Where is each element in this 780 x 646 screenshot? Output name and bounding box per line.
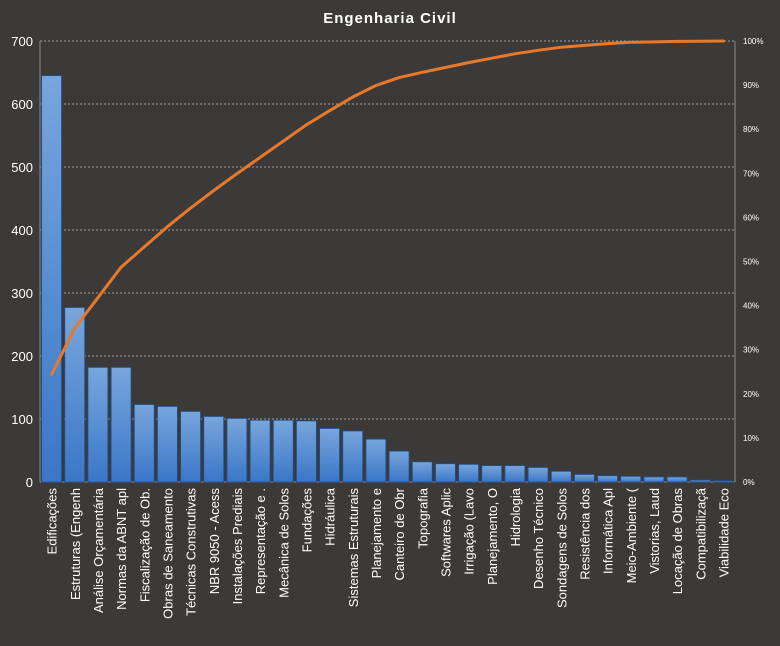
bar — [527, 467, 549, 483]
bar — [550, 470, 572, 483]
x-axis-category-label: Hidrologia — [508, 487, 523, 546]
bar — [458, 463, 479, 483]
x-axis-category-label: Planejamento e — [369, 488, 384, 578]
x-axis-category-label: Meio-Ambiente ( — [624, 487, 639, 583]
bar — [435, 463, 456, 483]
bar — [296, 420, 317, 483]
right-axis: 0% 10% 20% 30% 40% 50% 60% 70% 80% 90% 100% — [734, 37, 763, 487]
right-axis-tick-label: 100% — [743, 37, 763, 46]
x-axis-category-label: Desenho Técnico — [531, 488, 546, 589]
x-axis-category-label: Hidráulica — [323, 487, 338, 546]
bar — [689, 479, 711, 483]
bar — [226, 417, 248, 483]
x-axis-category-label: Fiscalização de Ob. — [137, 488, 152, 602]
bar — [87, 366, 109, 483]
right-axis-tick-label: 50% — [743, 258, 759, 267]
right-axis-tick-label: 70% — [743, 169, 759, 178]
bar — [41, 75, 62, 483]
bar — [319, 428, 340, 483]
bar — [249, 419, 271, 483]
bar — [411, 461, 433, 483]
x-axis-category-label: Edificações — [45, 488, 60, 555]
left-axis-tick-label: 700 — [11, 34, 33, 49]
x-axis-category-label: Representação e . — [253, 488, 268, 594]
x-axis-category-label: Irrigação (Lavo — [462, 488, 477, 575]
bar-series — [41, 75, 734, 483]
left-axis-tick-label: 300 — [11, 286, 33, 301]
right-axis-tick-label: 0% — [743, 478, 755, 487]
x-axis-category-label: Vistorias, Laud — [647, 488, 662, 574]
bar — [713, 480, 734, 483]
x-axis-category-label: Softwares Aplic — [438, 488, 453, 577]
x-axis-category-label: Compatibilizaçã — [693, 487, 708, 580]
left-axis-tick-label: 400 — [11, 223, 33, 238]
right-axis-tick-label: 30% — [743, 346, 759, 355]
bar — [64, 307, 86, 483]
x-axis-category-label: Sondagens de Solos — [554, 488, 569, 608]
bar — [481, 465, 503, 483]
x-axis-category-label: Locação de Obras — [670, 488, 685, 595]
x-axis-category-label: Análise Orçamentária — [91, 487, 106, 613]
bar — [504, 465, 526, 483]
bar — [272, 419, 294, 483]
x-axis-category-label: Resistência dos — [577, 488, 592, 580]
right-axis-tick-label: 40% — [743, 302, 759, 311]
x-axis-category-label: Obras de Saneamento — [160, 488, 175, 619]
left-axis: 0 100 200 300 400 500 600 700 — [11, 34, 41, 490]
x-axis-category-label: Mecânica de Solos — [276, 488, 291, 598]
x-axis-category-label: Normas da ABNT apl — [114, 488, 129, 610]
right-axis-tick-label: 10% — [743, 434, 759, 443]
left-axis-tick-label: 100 — [11, 412, 33, 427]
right-axis-tick-label: 90% — [743, 81, 759, 90]
x-axis-category-label: Técnicas Construtivas — [184, 488, 199, 616]
bar — [203, 416, 225, 483]
left-axis-tick-label: 0 — [26, 475, 33, 490]
bar — [574, 474, 595, 483]
x-axis-category-label: Sistemas Estruturais — [346, 488, 361, 608]
bar — [157, 405, 178, 483]
bar — [388, 450, 410, 483]
x-axis-category-label: Topografia — [415, 487, 430, 548]
x-axis-category-label: Viabilidade Eco — [716, 488, 731, 577]
bar — [666, 476, 688, 483]
x-axis-category-label: Fundações — [299, 488, 314, 553]
x-axis-category-label: NBR 9050 - Acess — [207, 488, 222, 595]
x-axis-category-label: Instalações Prediais — [230, 488, 245, 605]
right-axis-tick-label: 60% — [743, 213, 759, 222]
x-axis-category-label: Planejamento, O — [485, 488, 500, 585]
bar — [133, 404, 155, 483]
x-axis-category-label: Canteiro de Obr — [392, 487, 407, 580]
right-axis-tick-label: 80% — [743, 125, 759, 134]
gridlines — [40, 40, 735, 483]
bar — [342, 430, 364, 483]
right-axis-tick-label: 20% — [743, 390, 759, 399]
bar — [643, 476, 665, 483]
bar — [597, 475, 618, 483]
left-axis-tick-label: 500 — [11, 160, 33, 175]
x-axis-category-label: Informática Apl — [601, 488, 616, 574]
bar — [110, 366, 132, 483]
left-axis-tick-label: 600 — [11, 97, 33, 112]
x-axis-category-label: Estruturas (Engenh — [68, 488, 83, 600]
cumulative-line — [50, 39, 725, 376]
cumulative-line-series — [50, 39, 725, 376]
bar — [620, 475, 642, 483]
bar — [180, 411, 201, 483]
bar — [365, 438, 387, 483]
chart-title: Engenharia Civil — [323, 10, 457, 27]
x-axis-labels: Edificações Estruturas (Engenh Análise Orç… — [45, 487, 732, 619]
left-axis-tick-label: 200 — [11, 349, 33, 364]
